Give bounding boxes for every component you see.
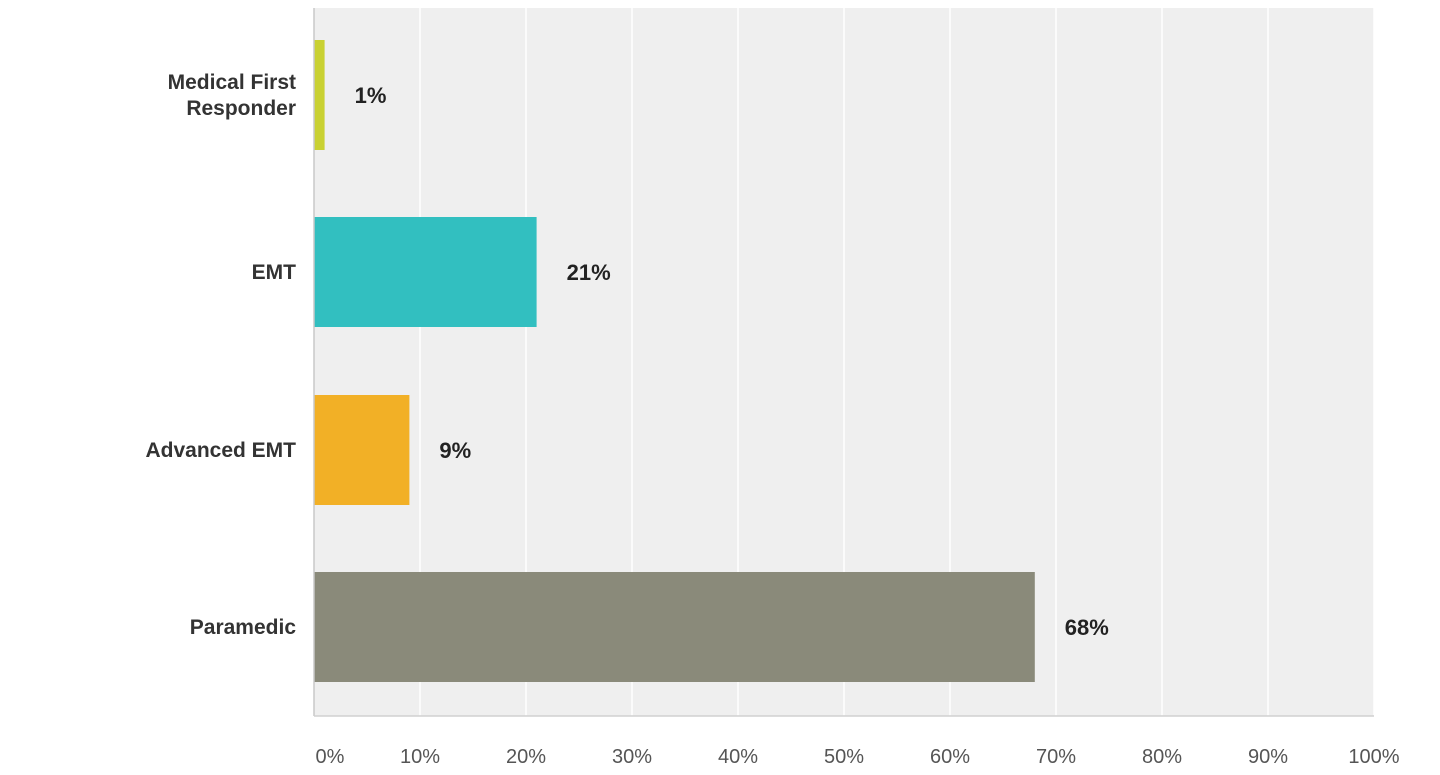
bar [314, 40, 325, 150]
x-tick-labels: 0% 10% 20% 30% 40% 50% 60% 70% 80% 90% 100% [316, 746, 1400, 768]
category-label: Medical First Responder [168, 71, 296, 120]
x-tick-label: 30% [612, 746, 652, 768]
x-tick-label: 80% [1142, 746, 1182, 768]
grid-lines [419, 8, 1375, 716]
category-label-line: Advanced EMT [145, 439, 296, 462]
x-tick-label: 10% [400, 746, 440, 768]
x-tick-label: 20% [506, 746, 546, 768]
category-label: Paramedic [190, 616, 297, 639]
bar [314, 217, 537, 327]
bars [314, 40, 1035, 682]
x-tick-label: 50% [824, 746, 864, 768]
category-label-line: EMT [252, 261, 297, 284]
bar [314, 395, 410, 505]
x-tick-label: 0% [316, 746, 345, 768]
x-tick-label: 40% [718, 746, 758, 768]
x-tick-label: 60% [930, 746, 970, 768]
x-tick-label: 90% [1248, 746, 1288, 768]
value-label: 68% [1065, 615, 1109, 640]
x-tick-label: 70% [1036, 746, 1076, 768]
category-label-line: Paramedic [190, 616, 297, 639]
category-labels: Medical First Responder EMT Advanced EMT Par… [145, 71, 296, 639]
value-label: 9% [439, 438, 471, 463]
value-label: 21% [567, 260, 611, 285]
bar [314, 572, 1035, 682]
category-label: EMT [252, 261, 297, 284]
category-label: Advanced EMT [145, 439, 296, 462]
category-label-line: Responder [186, 97, 296, 120]
value-label: 1% [355, 83, 387, 108]
x-tick-label: 100% [1348, 746, 1399, 768]
category-label-line: Medical First [168, 71, 296, 94]
value-labels: 1% 21% 9% 68% [355, 83, 1109, 640]
